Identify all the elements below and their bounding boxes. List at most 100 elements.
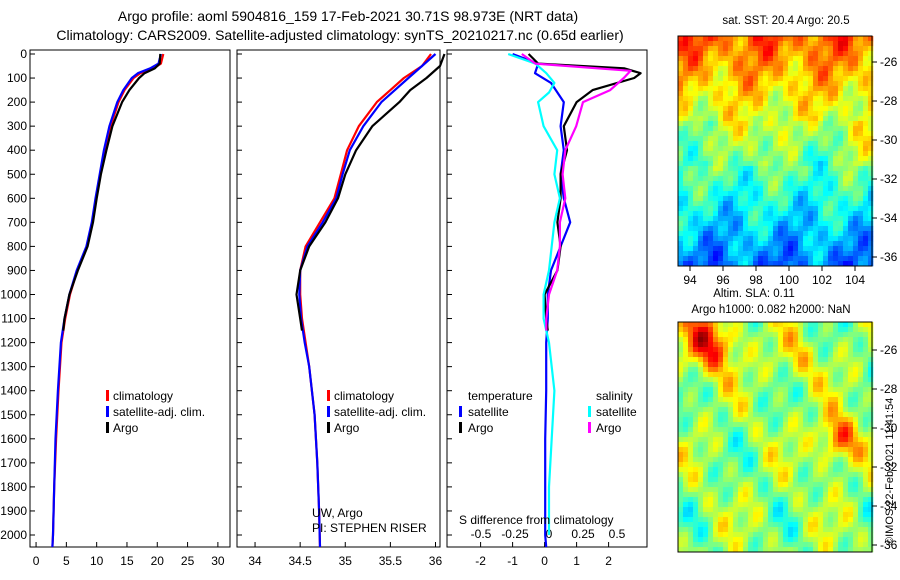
map-cell <box>848 477 854 483</box>
map-cell <box>778 492 784 498</box>
map-cell <box>678 96 684 102</box>
map-cell <box>738 136 744 142</box>
map-cell <box>793 372 799 378</box>
map-cell <box>743 76 749 82</box>
map-cell <box>838 507 844 513</box>
map-cell <box>693 407 699 413</box>
map-cell <box>778 171 784 177</box>
map-cell <box>828 507 834 513</box>
map-cell <box>713 261 719 267</box>
map-cell <box>713 547 719 553</box>
map-cell <box>853 542 859 548</box>
map-cell <box>798 186 804 192</box>
map-cell <box>788 206 794 212</box>
map-cell <box>818 517 824 523</box>
map-cell <box>793 226 799 232</box>
map-cell <box>808 171 814 177</box>
map-cell <box>828 171 834 177</box>
map-cell <box>753 452 759 458</box>
map-cell <box>778 76 784 82</box>
map-cell <box>828 322 834 328</box>
map-cell <box>678 211 684 217</box>
map-cell <box>763 547 769 553</box>
map-cell <box>773 196 779 202</box>
map-cell <box>843 437 849 443</box>
map-cell <box>723 357 729 363</box>
map-cell <box>843 211 849 217</box>
map-cell <box>808 542 814 548</box>
map-cell <box>843 236 849 242</box>
x-tick-label: 20 <box>151 554 165 568</box>
map-cell <box>803 397 809 403</box>
map-cell <box>773 126 779 132</box>
map-cell <box>693 422 699 428</box>
map-cell <box>763 452 769 458</box>
map-cell <box>848 377 854 383</box>
map-cell <box>868 327 874 333</box>
map-cell <box>733 181 739 187</box>
map-cell <box>783 41 789 47</box>
map-cell <box>718 136 724 142</box>
map-cell <box>818 151 824 157</box>
map-cell <box>853 492 859 498</box>
map-cell <box>858 352 864 358</box>
map-cell <box>823 392 829 398</box>
map-cell <box>733 216 739 222</box>
map-cell <box>743 146 749 152</box>
map-cell <box>828 347 834 353</box>
map-cell <box>688 71 694 77</box>
map-cell <box>723 96 729 102</box>
map-cell <box>853 176 859 182</box>
map-cell <box>683 206 689 212</box>
map-cell <box>863 66 869 72</box>
map-cell <box>793 477 799 483</box>
map-cell <box>723 146 729 152</box>
map-cell <box>793 442 799 448</box>
map-cell <box>833 502 839 508</box>
legend-argo-swatch <box>327 422 330 433</box>
map-cell <box>723 56 729 62</box>
map-cell <box>708 46 714 52</box>
map-cell <box>863 367 869 373</box>
map-cell <box>803 56 809 62</box>
map-cell <box>738 477 744 483</box>
map-cell <box>783 367 789 373</box>
legend-argo-label: Argo <box>334 421 360 435</box>
map-cell <box>793 221 799 227</box>
map-cell <box>778 407 784 413</box>
map-cell <box>853 442 859 448</box>
map-cell <box>768 236 774 242</box>
map-cell <box>703 121 709 127</box>
map-cell <box>823 507 829 513</box>
map-cell <box>838 432 844 438</box>
map-cell <box>843 527 849 533</box>
map-cell <box>828 392 834 398</box>
map-cell <box>808 206 814 212</box>
map-cell <box>818 412 824 418</box>
map-cell <box>808 437 814 443</box>
map-cell <box>678 497 684 503</box>
map-cell <box>753 462 759 468</box>
map-cell <box>853 96 859 102</box>
map-cell <box>763 256 769 262</box>
map-cell <box>743 241 749 247</box>
map-cell <box>763 51 769 57</box>
map-cell <box>748 382 754 388</box>
x-tick-label: -2 <box>475 554 486 568</box>
map-cell <box>718 131 724 137</box>
map-cell <box>858 61 864 67</box>
map-cell <box>808 357 814 363</box>
map-cell <box>723 437 729 443</box>
map-cell <box>753 507 759 513</box>
map-cell <box>713 442 719 448</box>
map-cell <box>868 422 874 428</box>
map-cell <box>728 256 734 262</box>
map-cell <box>733 487 739 493</box>
depth-tick-label: 700 <box>7 215 27 229</box>
map-cell <box>853 487 859 493</box>
map-cell <box>808 432 814 438</box>
map-cell <box>818 522 824 528</box>
map-cell <box>743 347 749 353</box>
map-cell <box>778 51 784 57</box>
figure-title-line2: Climatology: CARS2009. Satellite-adjuste… <box>56 27 623 43</box>
